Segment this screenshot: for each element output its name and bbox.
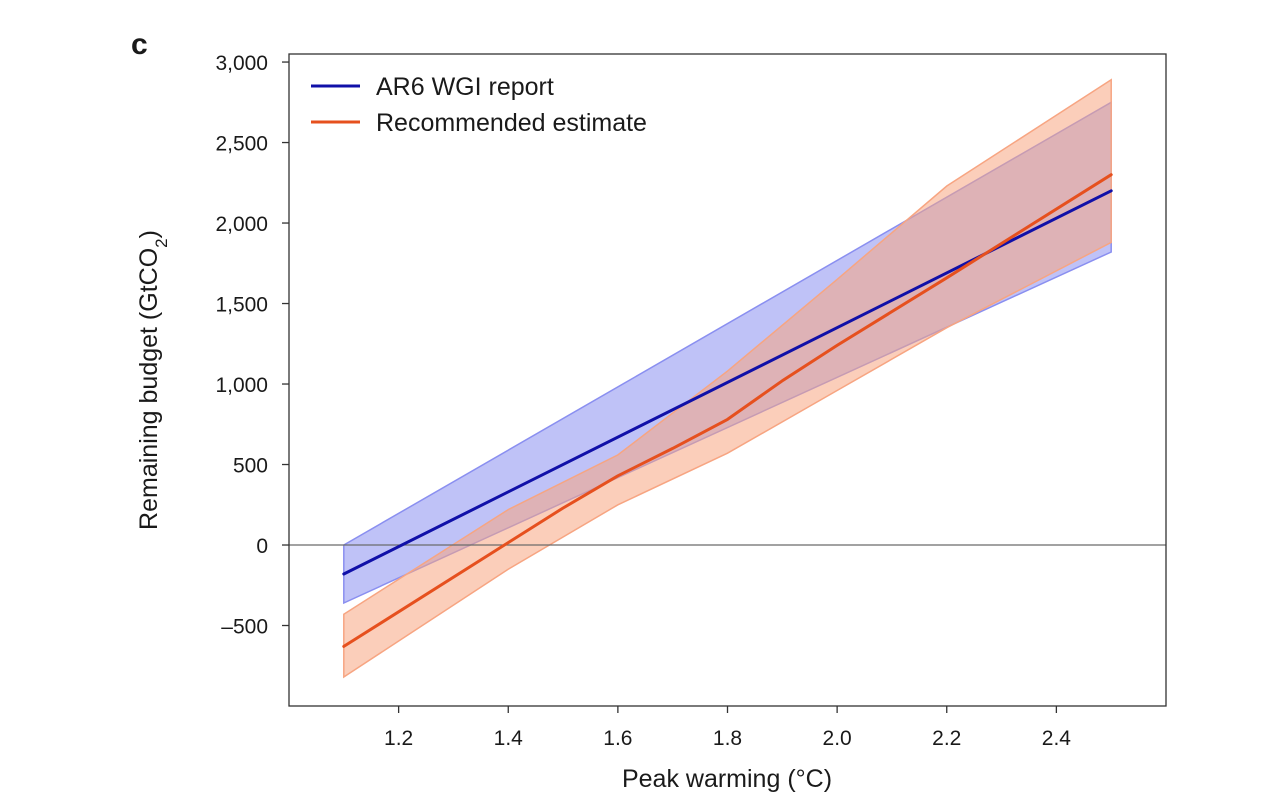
legend: AR6 WGI report Recommended estimate [311, 73, 647, 137]
x-axis-title: Peak warming (°C) [622, 765, 832, 793]
legend-label-recommended: Recommended estimate [376, 109, 647, 137]
y-tick-label: 1,500 [215, 294, 268, 317]
y-axis: –500 0 500 1,000 1,500 2,000 2,500 3,000 [215, 52, 289, 639]
confidence-bands [343, 78, 1112, 679]
x-axis: 1.2 1.4 1.6 1.8 2.0 2.2 2.4 [384, 706, 1071, 750]
x-tick-label: 2.4 [1042, 727, 1072, 750]
x-tick-label: 1.4 [494, 727, 524, 750]
y-tick-label: 1,000 [215, 374, 268, 397]
y-tick-label: 3,000 [215, 52, 268, 75]
y-tick-label: –500 [221, 616, 268, 639]
x-tick-label: 1.8 [713, 727, 742, 750]
x-tick-label: 1.6 [603, 727, 632, 750]
y-tick-label: 2,500 [215, 133, 268, 156]
y-axis-title: Remaining budget (GtCO2) [135, 230, 171, 530]
x-tick-label: 1.2 [384, 727, 413, 750]
y-tick-label: 2,000 [215, 213, 268, 236]
series-line-recommended [342, 173, 1113, 648]
y-tick-label: 0 [256, 535, 268, 558]
band-recommended [343, 78, 1112, 679]
x-tick-label: 2.0 [823, 727, 852, 750]
legend-label-ar6-wgi: AR6 WGI report [376, 73, 554, 101]
y-axis-title-end: ) [135, 230, 163, 238]
panel-label: c [131, 28, 148, 61]
y-axis-title-subscript: 2 [152, 238, 171, 247]
y-axis-title-main: Remaining budget (GtCO [135, 248, 163, 530]
x-tick-label: 2.2 [932, 727, 961, 750]
y-tick-label: 500 [233, 455, 268, 478]
series-lines [342, 173, 1113, 648]
